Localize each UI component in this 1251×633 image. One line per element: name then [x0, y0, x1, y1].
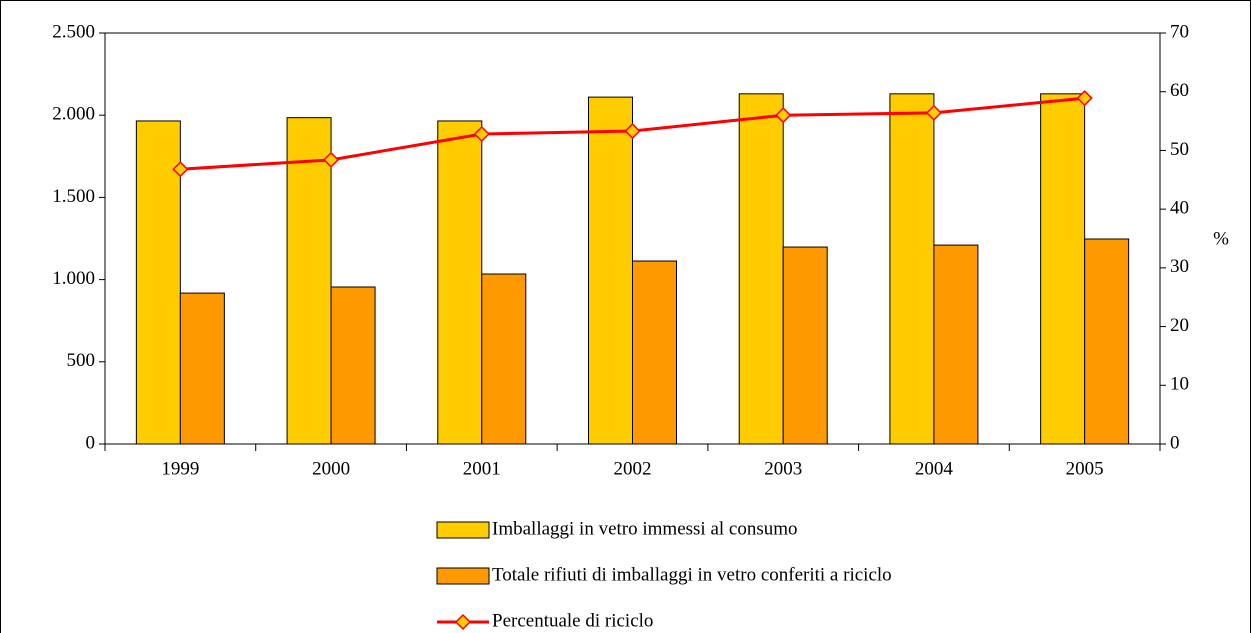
line-marker [473, 125, 490, 143]
x-tick-label: 2001 [463, 458, 501, 479]
bar [632, 260, 677, 445]
bar [933, 244, 979, 445]
y-tick-label: 500 [67, 350, 96, 371]
legend-label: Percentuale di riciclo [492, 610, 653, 631]
x-tick-label: 2002 [614, 458, 652, 479]
x-tick-label: 1999 [161, 458, 199, 479]
y2-axis-label: % [1213, 228, 1229, 249]
y-tick-label: 0 [86, 432, 96, 453]
y2-tick-label: 20 [1170, 315, 1189, 336]
y2-tick-label: 30 [1170, 256, 1189, 277]
x-tick-label: 2000 [312, 458, 350, 479]
y-tick-label: 2.000 [52, 104, 95, 125]
bar [286, 117, 332, 445]
legend-label: Totale rifiuti di imballaggi in vetro co… [492, 564, 892, 585]
line-marker [172, 161, 189, 178]
bar [738, 93, 784, 445]
line-marker [775, 107, 792, 124]
x-tick-label: 2004 [915, 458, 954, 479]
y2-tick-label: 0 [1170, 432, 1180, 453]
y-tick-label: 2.500 [52, 21, 95, 42]
line-marker [624, 122, 641, 140]
x-tick-label: 2003 [764, 458, 802, 479]
line-marker [925, 104, 942, 121]
x-tick-label: 2005 [1066, 458, 1104, 479]
bar [330, 286, 376, 445]
y2-tick-label: 10 [1170, 374, 1189, 395]
bar [588, 96, 633, 445]
y2-tick-label: 60 [1170, 80, 1189, 101]
bar [481, 273, 527, 445]
y2-tick-label: 40 [1170, 198, 1189, 219]
bar [179, 292, 225, 445]
legend-swatch [436, 521, 490, 539]
y2-tick-label: 70 [1170, 21, 1189, 42]
legend-swatch [436, 567, 490, 585]
y-tick-label: 1.500 [52, 186, 95, 207]
y2-tick-label: 50 [1170, 139, 1189, 160]
bar [135, 120, 181, 445]
bar [1084, 238, 1130, 445]
bar [437, 120, 483, 445]
line-marker [323, 151, 340, 168]
y-tick-label: 1.000 [52, 268, 95, 289]
bar [889, 93, 935, 445]
legend-marker [454, 613, 472, 631]
bar [782, 246, 828, 445]
legend-label: Imballaggi in vetro immessi al consumo [492, 518, 798, 539]
line-marker [1076, 90, 1093, 107]
bar [1040, 93, 1086, 445]
